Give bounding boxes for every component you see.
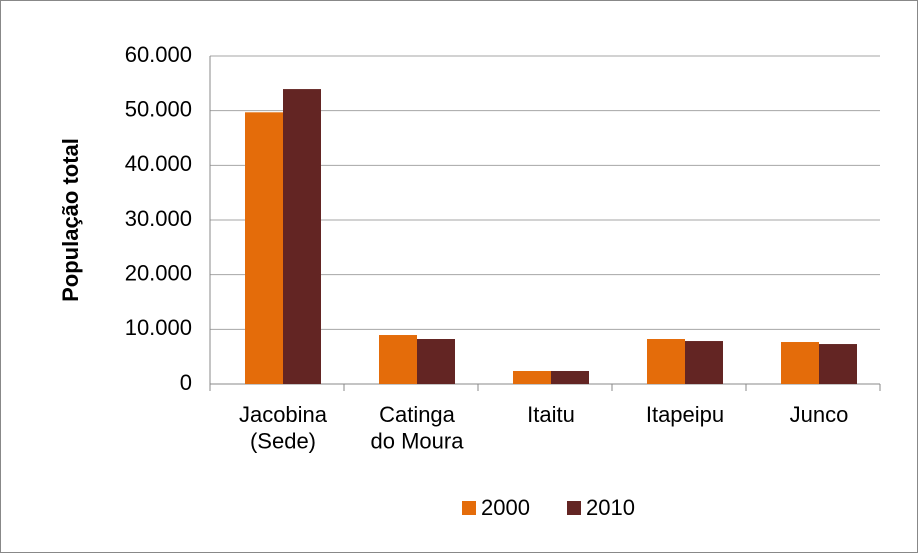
y-tick-label: 60.000 [125,42,192,67]
y-tick-label: 20.000 [125,260,192,285]
x-tick-label: Itapeipu [646,402,724,427]
bar [647,339,685,384]
legend-swatch [462,501,476,515]
x-tick-label: Jacobina (Sede) [239,402,328,453]
bar [513,370,551,384]
y-tick-label: 30.000 [125,206,192,231]
y-tick-label: 50.000 [125,96,192,121]
y-tick-label: 40.000 [125,151,192,176]
bar [819,344,857,384]
bar [245,112,283,384]
x-tick-label: Itaitu [527,402,575,427]
x-tick-label: Junco [790,402,849,427]
x-tick-label: Catinga do Moura [371,402,465,453]
legend-swatch [567,501,581,515]
bar [551,370,589,384]
bar [283,89,321,384]
y-axis-label: População total [58,138,83,302]
y-tick-label: 10.000 [125,315,192,340]
bar [417,339,455,384]
bar [379,335,417,384]
legend-label: 2000 [481,495,530,520]
legend-label: 2010 [586,495,635,520]
bar [685,341,723,384]
bar [781,342,819,384]
y-tick-label: 0 [180,370,192,395]
